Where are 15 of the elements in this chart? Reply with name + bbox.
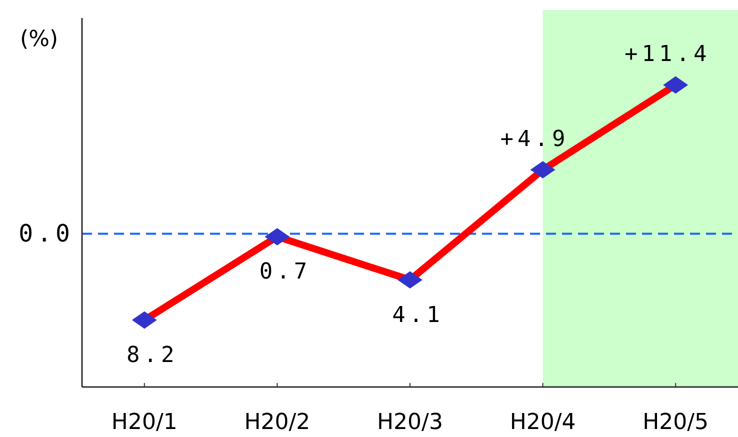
annotation: 4.1 — [392, 302, 444, 328]
x-tick-label: H20/2 — [244, 410, 310, 435]
point — [132, 311, 157, 329]
annotation: +4.9 — [500, 126, 570, 152]
x-tick-label: H20/5 — [642, 410, 709, 435]
ref-line-label: 0.0 — [18, 220, 74, 248]
annotation: 8.2 — [126, 343, 178, 368]
x-tick-label: H20/3 — [377, 410, 443, 435]
point — [398, 271, 422, 289]
y-axis-title: (%) — [20, 27, 58, 52]
x-tick-label: H20/4 — [510, 410, 576, 435]
annotation: 0.7 — [259, 260, 312, 285]
x-tick-label: H20/1 — [111, 410, 178, 435]
annotation: +11.4 — [624, 42, 711, 67]
point — [663, 76, 688, 94]
